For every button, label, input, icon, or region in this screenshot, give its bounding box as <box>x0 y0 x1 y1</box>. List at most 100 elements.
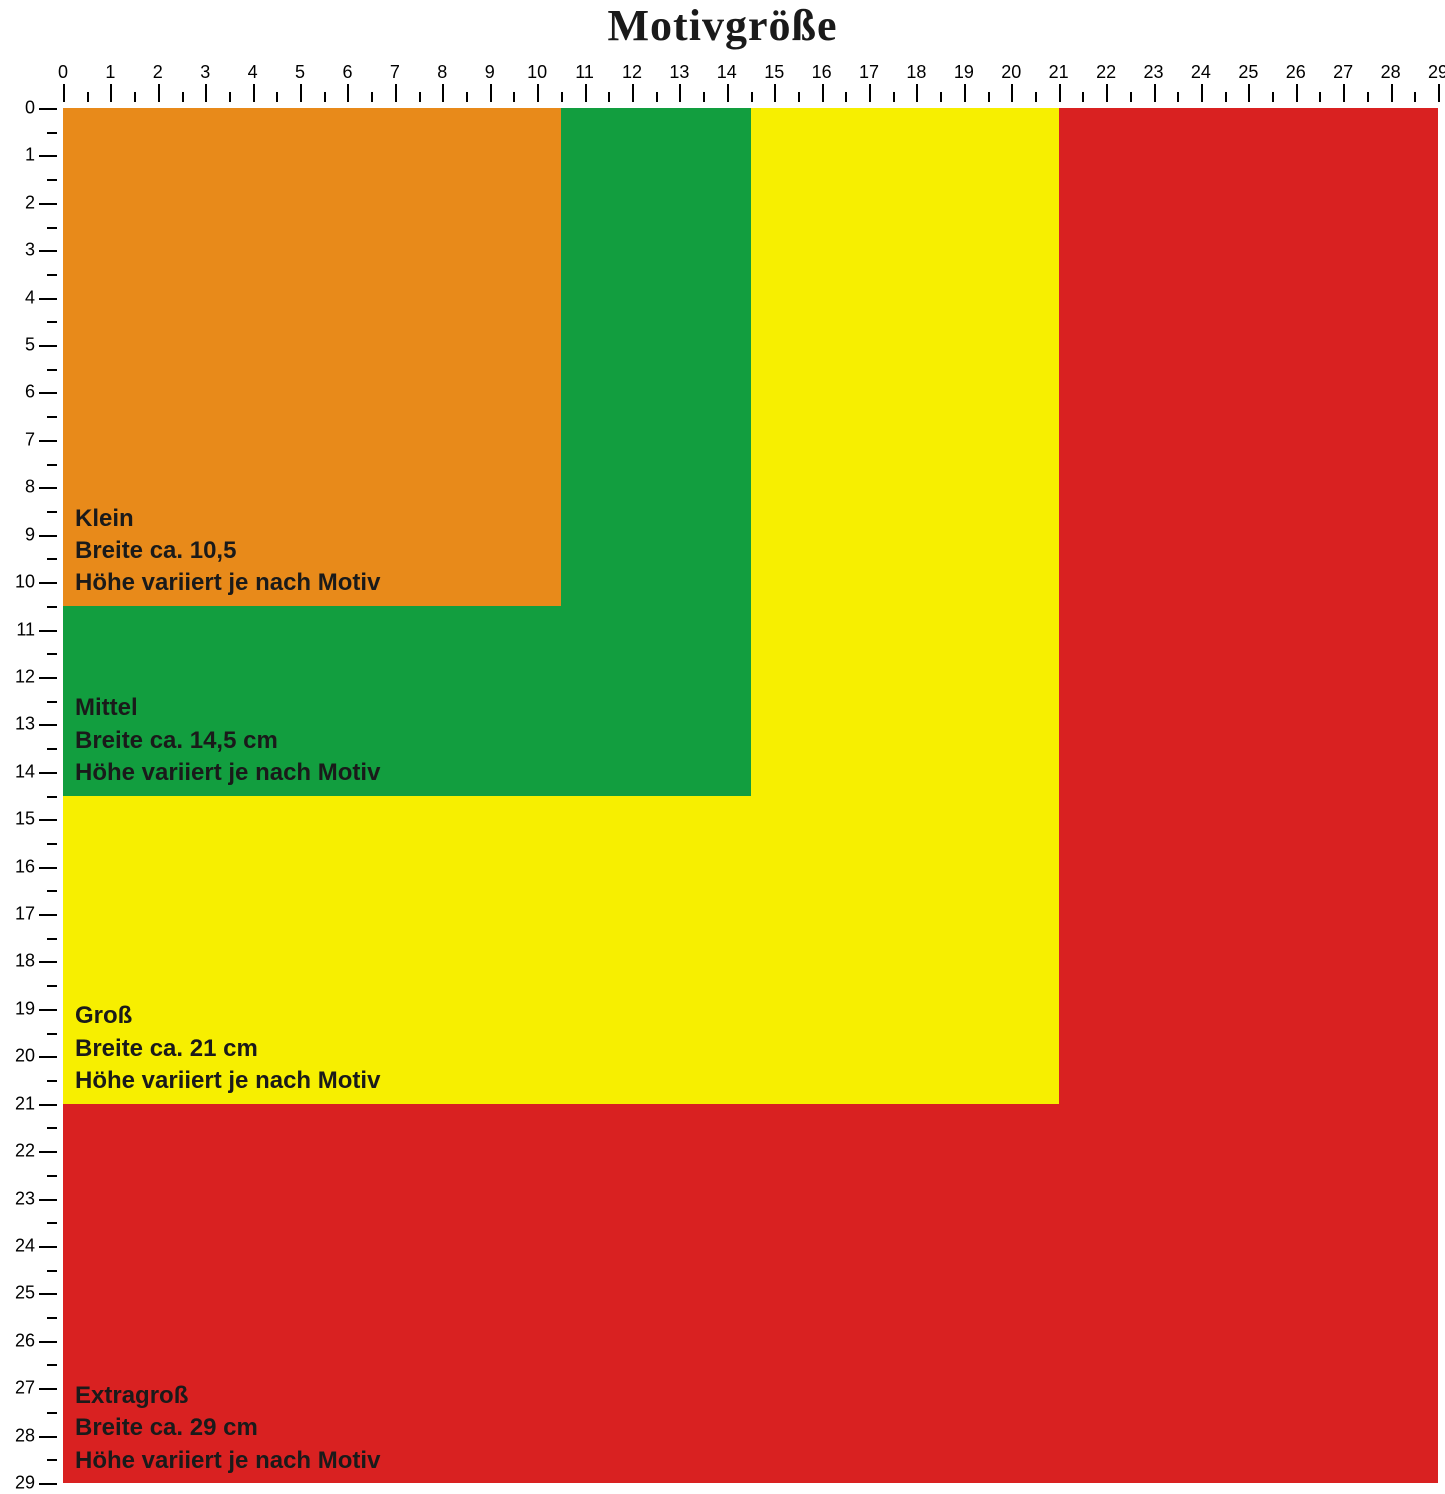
size-width-text: Breite ca. 29 cm <box>75 1412 380 1444</box>
tick-top-minor <box>1414 92 1416 102</box>
tick-top <box>727 84 729 102</box>
tick-top <box>110 84 112 102</box>
tick-top-label: 28 <box>1381 62 1401 83</box>
tick-top-label: 22 <box>1096 62 1116 83</box>
tick-top-label: 27 <box>1333 62 1353 83</box>
tick-left-label: 28 <box>4 1425 35 1446</box>
tick-left-label: 19 <box>4 998 35 1019</box>
tick-left-minor <box>47 653 57 655</box>
tick-top-minor <box>419 92 421 102</box>
size-name: Groß <box>75 1000 380 1032</box>
tick-left-minor <box>47 1127 57 1129</box>
tick-left-label: 15 <box>4 809 35 830</box>
tick-top-label: 5 <box>295 62 305 83</box>
size-height-text: Höhe variiert je nach Motiv <box>75 757 380 789</box>
tick-top-minor <box>1082 92 1084 102</box>
tick-top-label: 26 <box>1286 62 1306 83</box>
tick-left-minor <box>47 701 57 703</box>
tick-left-minor <box>47 606 57 608</box>
tick-top <box>869 84 871 102</box>
tick-top <box>1154 84 1156 102</box>
size-height-text: Höhe variiert je nach Motiv <box>75 1065 380 1097</box>
tick-top-minor <box>751 92 753 102</box>
tick-top <box>1438 84 1440 102</box>
size-chart: ExtragroßBreite ca. 29 cmHöhe variiert j… <box>63 108 1438 1483</box>
tick-top <box>1201 84 1203 102</box>
tick-top-label: 10 <box>527 62 547 83</box>
tick-top <box>679 84 681 102</box>
tick-left-label: 6 <box>4 382 35 403</box>
tick-left <box>39 1104 57 1106</box>
tick-left-minor <box>47 890 57 892</box>
tick-left-label: 12 <box>4 666 35 687</box>
tick-left <box>39 630 57 632</box>
tick-left-label: 5 <box>4 335 35 356</box>
tick-top <box>585 84 587 102</box>
tick-top-label: 4 <box>248 62 258 83</box>
tick-left-minor <box>47 464 57 466</box>
tick-left-label: 20 <box>4 1046 35 1067</box>
tick-left <box>39 535 57 537</box>
tick-left <box>39 1436 57 1438</box>
tick-top-minor <box>1130 92 1132 102</box>
size-label-mittel: MittelBreite ca. 14,5 cmHöhe variiert je… <box>75 692 380 789</box>
tick-left <box>39 1388 57 1390</box>
tick-left <box>39 772 57 774</box>
tick-left-label: 18 <box>4 951 35 972</box>
tick-left <box>39 203 57 205</box>
tick-left-label: 26 <box>4 1330 35 1351</box>
tick-top-minor <box>513 92 515 102</box>
tick-top <box>158 84 160 102</box>
tick-top-label: 19 <box>954 62 974 83</box>
tick-left <box>39 819 57 821</box>
tick-left <box>39 724 57 726</box>
tick-left <box>39 677 57 679</box>
tick-top <box>490 84 492 102</box>
tick-top-label: 1 <box>105 62 115 83</box>
tick-top <box>964 84 966 102</box>
tick-top-minor <box>1177 92 1179 102</box>
tick-top <box>632 84 634 102</box>
tick-left-minor <box>47 369 57 371</box>
tick-top-minor <box>1035 92 1037 102</box>
tick-left <box>39 867 57 869</box>
tick-top-label: 25 <box>1238 62 1258 83</box>
tick-left-label: 22 <box>4 1141 35 1162</box>
tick-top-label: 8 <box>437 62 447 83</box>
tick-left-minor <box>47 1459 57 1461</box>
size-name: Klein <box>75 503 380 535</box>
tick-top-minor <box>940 92 942 102</box>
tick-left-minor <box>47 1317 57 1319</box>
tick-left-label: 1 <box>4 145 35 166</box>
tick-left-label: 25 <box>4 1283 35 1304</box>
tick-left <box>39 1056 57 1058</box>
size-label-gross: GroßBreite ca. 21 cmHöhe variiert je nac… <box>75 1000 380 1097</box>
tick-top-minor <box>229 92 231 102</box>
tick-left <box>39 914 57 916</box>
tick-top-label: 2 <box>153 62 163 83</box>
tick-top-label: 0 <box>58 62 68 83</box>
tick-left <box>39 392 57 394</box>
tick-top-minor <box>845 92 847 102</box>
tick-top-minor <box>1319 92 1321 102</box>
tick-left-label: 3 <box>4 240 35 261</box>
tick-left <box>39 487 57 489</box>
size-width-text: Breite ca. 14,5 cm <box>75 725 380 757</box>
tick-left-label: 0 <box>4 98 35 119</box>
tick-top <box>205 84 207 102</box>
tick-top <box>63 84 65 102</box>
tick-left-label: 21 <box>4 1093 35 1114</box>
tick-top-label: 23 <box>1144 62 1164 83</box>
tick-top <box>1343 84 1345 102</box>
page-title: Motivgröße <box>0 0 1445 51</box>
tick-top-label: 16 <box>812 62 832 83</box>
tick-left-label: 13 <box>4 714 35 735</box>
size-width-text: Breite ca. 21 cm <box>75 1033 380 1065</box>
size-width-text: Breite ca. 10,5 <box>75 535 380 567</box>
tick-left <box>39 250 57 252</box>
tick-top <box>395 84 397 102</box>
tick-top-minor <box>276 92 278 102</box>
size-height-text: Höhe variiert je nach Motiv <box>75 567 380 599</box>
tick-top-label: 7 <box>390 62 400 83</box>
tick-top-minor <box>893 92 895 102</box>
